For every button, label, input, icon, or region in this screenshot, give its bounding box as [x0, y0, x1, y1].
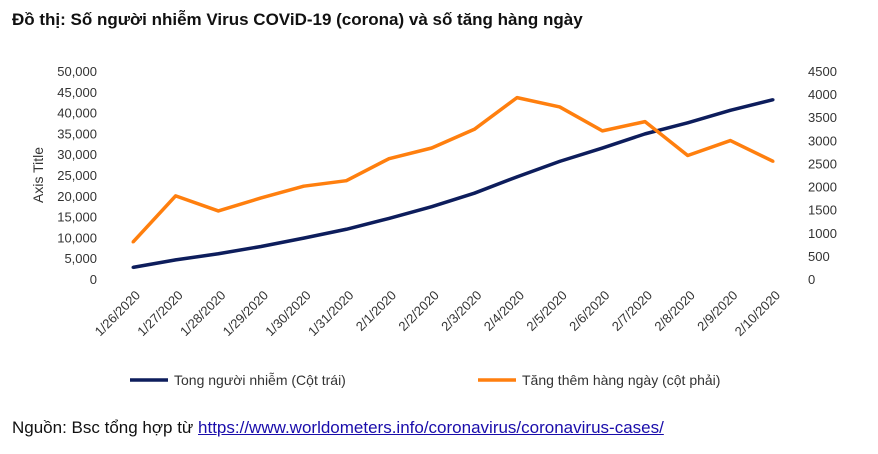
x-tick-label: 1/26/2020 [92, 288, 144, 340]
data-point [259, 196, 263, 200]
legend-label: Tăng thêm hàng ngày (cột phải) [522, 372, 720, 388]
y-right-tick-label: 3500 [808, 110, 837, 125]
source-link[interactable]: https://www.worldometers.info/coronaviru… [198, 418, 664, 437]
x-tick-label: 1/30/2020 [262, 288, 314, 340]
data-point [600, 146, 604, 150]
data-point [387, 157, 391, 161]
data-point [302, 184, 306, 188]
data-point [131, 265, 135, 269]
data-point [728, 139, 732, 143]
data-point [643, 132, 647, 136]
y-left-tick-label: 35,000 [57, 126, 97, 141]
data-point [430, 205, 434, 209]
y-left-tick-label: 10,000 [57, 230, 97, 245]
y-right-tick-label: 0 [808, 272, 815, 287]
source-note: Nguồn: Bsc tổng hợp từ https://www.world… [12, 418, 664, 438]
x-tick-label: 1/29/2020 [220, 288, 272, 340]
y-right-tick-label: 2000 [808, 180, 837, 195]
data-point [771, 159, 775, 163]
data-point [643, 120, 647, 124]
x-tick-label: 2/3/2020 [438, 288, 484, 334]
y-right-tick-label: 1000 [808, 226, 837, 241]
y-right-tick-label: 2500 [808, 156, 837, 171]
legend-label: Tong người nhiễm (Cột trái) [174, 372, 346, 388]
y-left-tick-label: 20,000 [57, 189, 97, 204]
y-right-tick-label: 3000 [808, 133, 837, 148]
data-point [302, 236, 306, 240]
series-line-1 [132, 98, 774, 270]
y-left-tick-label: 45,000 [57, 85, 97, 100]
data-point [216, 209, 220, 213]
data-point [174, 194, 178, 198]
chart-title: Đồ thị: Số người nhiễm Virus COViD-19 (c… [12, 10, 583, 29]
y-right-tick-label: 1500 [808, 203, 837, 218]
data-point [387, 216, 391, 220]
data-point [216, 252, 220, 256]
data-point [558, 105, 562, 109]
data-point [600, 129, 604, 133]
data-point [131, 240, 135, 244]
data-point [686, 121, 690, 125]
data-point [344, 179, 348, 183]
data-point [558, 159, 562, 163]
x-tick-label: 2/7/2020 [609, 288, 655, 334]
x-tick-label: 2/6/2020 [566, 288, 612, 334]
x-tick-label: 2/10/2020 [732, 288, 784, 340]
x-tick-label: 2/5/2020 [523, 288, 569, 334]
source-prefix: Nguồn: Bsc tổng hợp từ [12, 418, 199, 437]
x-tick-label: 2/2/2020 [395, 288, 441, 334]
data-point [174, 258, 178, 262]
data-point [515, 175, 519, 179]
data-point [686, 153, 690, 157]
y-left-tick-label: 5,000 [64, 251, 97, 266]
y-left-tick-label: 0 [90, 272, 97, 287]
y-left-tick-label: 30,000 [57, 147, 97, 162]
y-left-tick-label: 15,000 [57, 210, 97, 225]
data-point [728, 108, 732, 112]
x-tick-label: 2/8/2020 [651, 288, 697, 334]
data-point [472, 127, 476, 131]
y-left-tick-label: 25,000 [57, 168, 97, 183]
y-left-tick-label: 50,000 [57, 64, 97, 79]
x-tick-label: 1/31/2020 [305, 288, 357, 340]
y-right-tick-label: 4500 [808, 64, 837, 79]
x-tick-label: 1/27/2020 [134, 288, 186, 340]
data-point [344, 227, 348, 231]
data-point [259, 244, 263, 248]
x-tick-label: 2/1/2020 [353, 288, 399, 334]
y-right-tick-label: 500 [808, 249, 830, 264]
y-left-tick-label: 40,000 [57, 106, 97, 121]
x-tick-label: 2/4/2020 [481, 288, 527, 334]
data-point [771, 98, 775, 102]
data-point [515, 96, 519, 100]
x-tick-label: 1/28/2020 [177, 288, 229, 340]
y-right-tick-label: 4000 [808, 87, 837, 102]
data-point [430, 146, 434, 150]
data-point [472, 191, 476, 195]
series-line-2 [131, 95, 774, 244]
y-axis-title: Axis Title [30, 147, 46, 203]
